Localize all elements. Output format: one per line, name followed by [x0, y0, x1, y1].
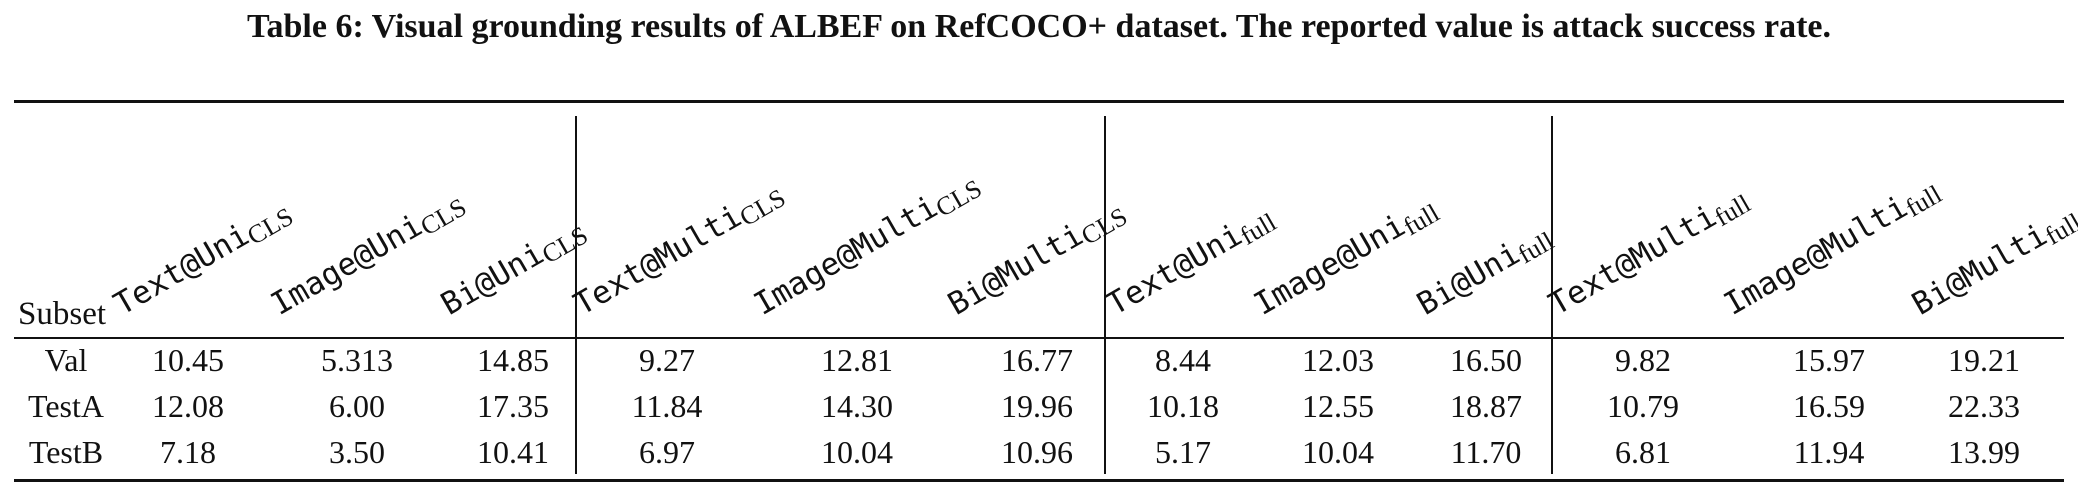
table-cell: 19.21: [1948, 342, 2020, 378]
table-cell: 22.33: [1948, 388, 2020, 424]
column-header: Bi@UniCLS: [435, 214, 593, 323]
table-cell: 10.04: [821, 434, 893, 470]
group-divider: [1551, 116, 1553, 474]
column-header-main: Text@Uni: [1101, 216, 1249, 323]
table-cell: 19.96: [1001, 388, 1073, 424]
table-cell: 7.18: [160, 434, 216, 470]
column-header: Bi@MultiCLS: [942, 196, 1132, 323]
row-label: TestA: [28, 388, 104, 424]
table-cell: 10.96: [1001, 434, 1073, 470]
table-caption: Table 6: Visual grounding results of ALB…: [246, 8, 1832, 45]
table-cell: 14.30: [821, 388, 893, 424]
table-cell: 8.44: [1155, 342, 1211, 378]
row-label: Val: [44, 342, 88, 378]
header-rule: [14, 337, 2064, 339]
table-cell: 16.77: [1001, 342, 1073, 378]
row-label: TestB: [28, 434, 104, 470]
column-header: Image@Unifull: [1248, 192, 1444, 323]
table-cell: 10.18: [1147, 388, 1219, 424]
table-cell: 15.97: [1793, 342, 1865, 378]
table-cell: 6.97: [639, 434, 695, 470]
column-header-main: Bi@Uni: [1411, 235, 1526, 323]
column-header: Text@Unifull: [1101, 201, 1281, 323]
column-header-main: Bi@Uni: [435, 235, 550, 323]
subset-header: Subset: [18, 296, 107, 332]
column-header: Bi@Multifull: [1906, 201, 2078, 323]
table-cell: 12.03: [1302, 342, 1374, 378]
table-cell: 10.41: [477, 434, 549, 470]
group-divider: [1104, 116, 1106, 474]
table-cell: 10.79: [1607, 388, 1679, 424]
bottom-rule: [14, 479, 2064, 482]
table-cell: 3.50: [329, 434, 385, 470]
table-cell: 13.99: [1948, 434, 2020, 470]
table-cell: 16.50: [1450, 342, 1522, 378]
table-cell: 12.08: [152, 388, 224, 424]
table-cell: 11.94: [1793, 434, 1865, 470]
table-cell: 9.27: [639, 342, 695, 378]
group-divider: [575, 116, 577, 474]
table-cell: 14.85: [477, 342, 549, 378]
column-header-main: Text@Uni: [108, 216, 256, 323]
table-cell: 6.00: [329, 388, 385, 424]
column-header-main: Bi@Multi: [1906, 216, 2054, 323]
table-cell: 17.35: [477, 388, 549, 424]
table-cell: 11.70: [1450, 434, 1522, 470]
column-header-main: Text@Multi: [1543, 198, 1723, 323]
table-cell: 12.55: [1302, 388, 1374, 424]
table-cell: 5.17: [1155, 434, 1211, 470]
column-header: Text@UniCLS: [108, 196, 298, 323]
table-cell: 9.82: [1615, 342, 1671, 378]
table-cell: 12.81: [821, 342, 893, 378]
table-cell: 6.81: [1615, 434, 1671, 470]
table-cell: 10.04: [1302, 434, 1374, 470]
table-cell: 16.59: [1793, 388, 1865, 424]
table-cell: 11.84: [631, 388, 703, 424]
column-header: Bi@Unifull: [1411, 220, 1559, 323]
column-header: Image@UniCLS: [265, 186, 471, 322]
table-cell: 5.313: [321, 342, 393, 378]
table-cell: 10.45: [152, 342, 224, 378]
column-header-main: Bi@Multi: [942, 216, 1090, 323]
column-header: Text@Multifull: [1543, 183, 1755, 323]
top-rule: [14, 100, 2064, 103]
table-cell: 18.87: [1450, 388, 1522, 424]
column-header-main: Text@Multi: [568, 198, 748, 323]
